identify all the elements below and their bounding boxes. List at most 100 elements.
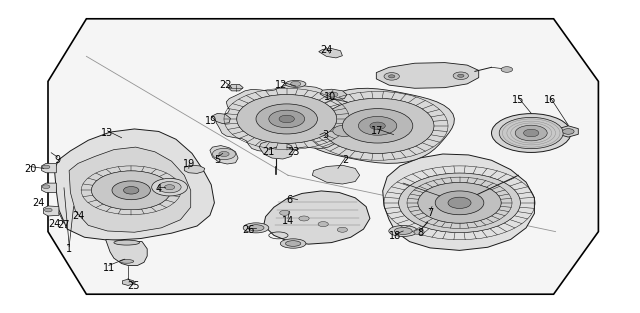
Circle shape bbox=[158, 182, 181, 193]
Circle shape bbox=[435, 191, 484, 215]
Circle shape bbox=[370, 122, 385, 130]
Circle shape bbox=[524, 129, 539, 137]
Text: 22: 22 bbox=[219, 80, 232, 90]
Circle shape bbox=[458, 74, 464, 77]
Circle shape bbox=[152, 178, 188, 196]
Polygon shape bbox=[106, 239, 147, 265]
Text: 18: 18 bbox=[389, 231, 402, 241]
Text: 17: 17 bbox=[371, 126, 384, 136]
Circle shape bbox=[333, 125, 356, 136]
Circle shape bbox=[448, 197, 471, 208]
Circle shape bbox=[453, 72, 468, 80]
Polygon shape bbox=[54, 129, 214, 240]
Circle shape bbox=[399, 173, 520, 233]
Polygon shape bbox=[210, 146, 238, 164]
Ellipse shape bbox=[120, 259, 134, 263]
Text: 5: 5 bbox=[214, 155, 221, 165]
Circle shape bbox=[515, 125, 547, 141]
Circle shape bbox=[44, 208, 52, 212]
Circle shape bbox=[291, 81, 301, 86]
Circle shape bbox=[384, 73, 399, 80]
Text: 25: 25 bbox=[127, 281, 140, 291]
Circle shape bbox=[501, 67, 513, 72]
Ellipse shape bbox=[248, 225, 264, 231]
Text: 23: 23 bbox=[287, 147, 300, 157]
Polygon shape bbox=[228, 85, 243, 91]
Text: 19: 19 bbox=[183, 159, 196, 169]
Ellipse shape bbox=[411, 190, 457, 218]
Ellipse shape bbox=[394, 228, 412, 234]
Polygon shape bbox=[318, 121, 371, 145]
Text: 24: 24 bbox=[320, 45, 333, 55]
Circle shape bbox=[279, 115, 294, 123]
Text: 9: 9 bbox=[54, 155, 61, 165]
Circle shape bbox=[42, 165, 50, 169]
Circle shape bbox=[342, 109, 413, 143]
Polygon shape bbox=[376, 63, 479, 88]
Ellipse shape bbox=[285, 241, 301, 246]
Circle shape bbox=[124, 187, 139, 194]
Circle shape bbox=[420, 197, 448, 211]
Polygon shape bbox=[184, 165, 205, 173]
Text: 24: 24 bbox=[48, 219, 61, 229]
Polygon shape bbox=[320, 89, 347, 100]
Ellipse shape bbox=[404, 186, 463, 222]
Circle shape bbox=[337, 227, 348, 232]
Circle shape bbox=[112, 181, 150, 200]
Circle shape bbox=[414, 230, 424, 235]
Text: 1: 1 bbox=[66, 244, 72, 254]
Text: 7: 7 bbox=[427, 208, 433, 218]
Polygon shape bbox=[42, 183, 56, 192]
Circle shape bbox=[492, 114, 571, 152]
Circle shape bbox=[418, 182, 501, 223]
Text: 14: 14 bbox=[282, 216, 294, 226]
Polygon shape bbox=[42, 163, 56, 173]
Text: 8: 8 bbox=[417, 228, 424, 238]
Polygon shape bbox=[216, 85, 357, 153]
Text: 24: 24 bbox=[32, 198, 45, 208]
Polygon shape bbox=[383, 154, 534, 250]
Text: 21: 21 bbox=[262, 147, 275, 157]
Ellipse shape bbox=[419, 195, 449, 213]
Circle shape bbox=[42, 185, 50, 188]
Text: 27: 27 bbox=[58, 220, 70, 230]
Text: 6: 6 bbox=[287, 195, 293, 205]
Circle shape bbox=[237, 95, 337, 143]
Polygon shape bbox=[48, 19, 598, 294]
Circle shape bbox=[280, 210, 290, 215]
Text: 19: 19 bbox=[205, 115, 218, 126]
Polygon shape bbox=[558, 126, 579, 137]
Text: 24: 24 bbox=[72, 211, 84, 221]
Ellipse shape bbox=[280, 239, 306, 248]
Ellipse shape bbox=[114, 240, 140, 245]
Circle shape bbox=[328, 92, 338, 97]
Circle shape bbox=[321, 98, 434, 153]
Text: 11: 11 bbox=[102, 263, 115, 273]
Circle shape bbox=[499, 117, 563, 149]
Polygon shape bbox=[211, 113, 230, 124]
Ellipse shape bbox=[243, 223, 269, 233]
Circle shape bbox=[92, 171, 171, 210]
Polygon shape bbox=[312, 165, 360, 184]
Text: 3: 3 bbox=[322, 130, 328, 140]
Text: 13: 13 bbox=[101, 128, 114, 138]
Circle shape bbox=[388, 75, 395, 78]
Circle shape bbox=[256, 104, 317, 134]
Text: 15: 15 bbox=[512, 95, 525, 105]
Circle shape bbox=[318, 222, 328, 227]
Ellipse shape bbox=[285, 80, 306, 87]
Text: 10: 10 bbox=[323, 92, 336, 102]
Circle shape bbox=[164, 185, 175, 190]
Circle shape bbox=[299, 216, 309, 221]
Text: 16: 16 bbox=[544, 95, 557, 105]
Circle shape bbox=[358, 116, 397, 135]
Text: 2: 2 bbox=[342, 155, 349, 165]
Polygon shape bbox=[264, 191, 370, 244]
Polygon shape bbox=[122, 279, 134, 285]
Circle shape bbox=[563, 129, 574, 134]
Text: 26: 26 bbox=[242, 225, 255, 235]
Text: 20: 20 bbox=[24, 164, 36, 174]
Circle shape bbox=[212, 148, 236, 160]
Polygon shape bbox=[259, 141, 294, 159]
Ellipse shape bbox=[389, 225, 417, 237]
